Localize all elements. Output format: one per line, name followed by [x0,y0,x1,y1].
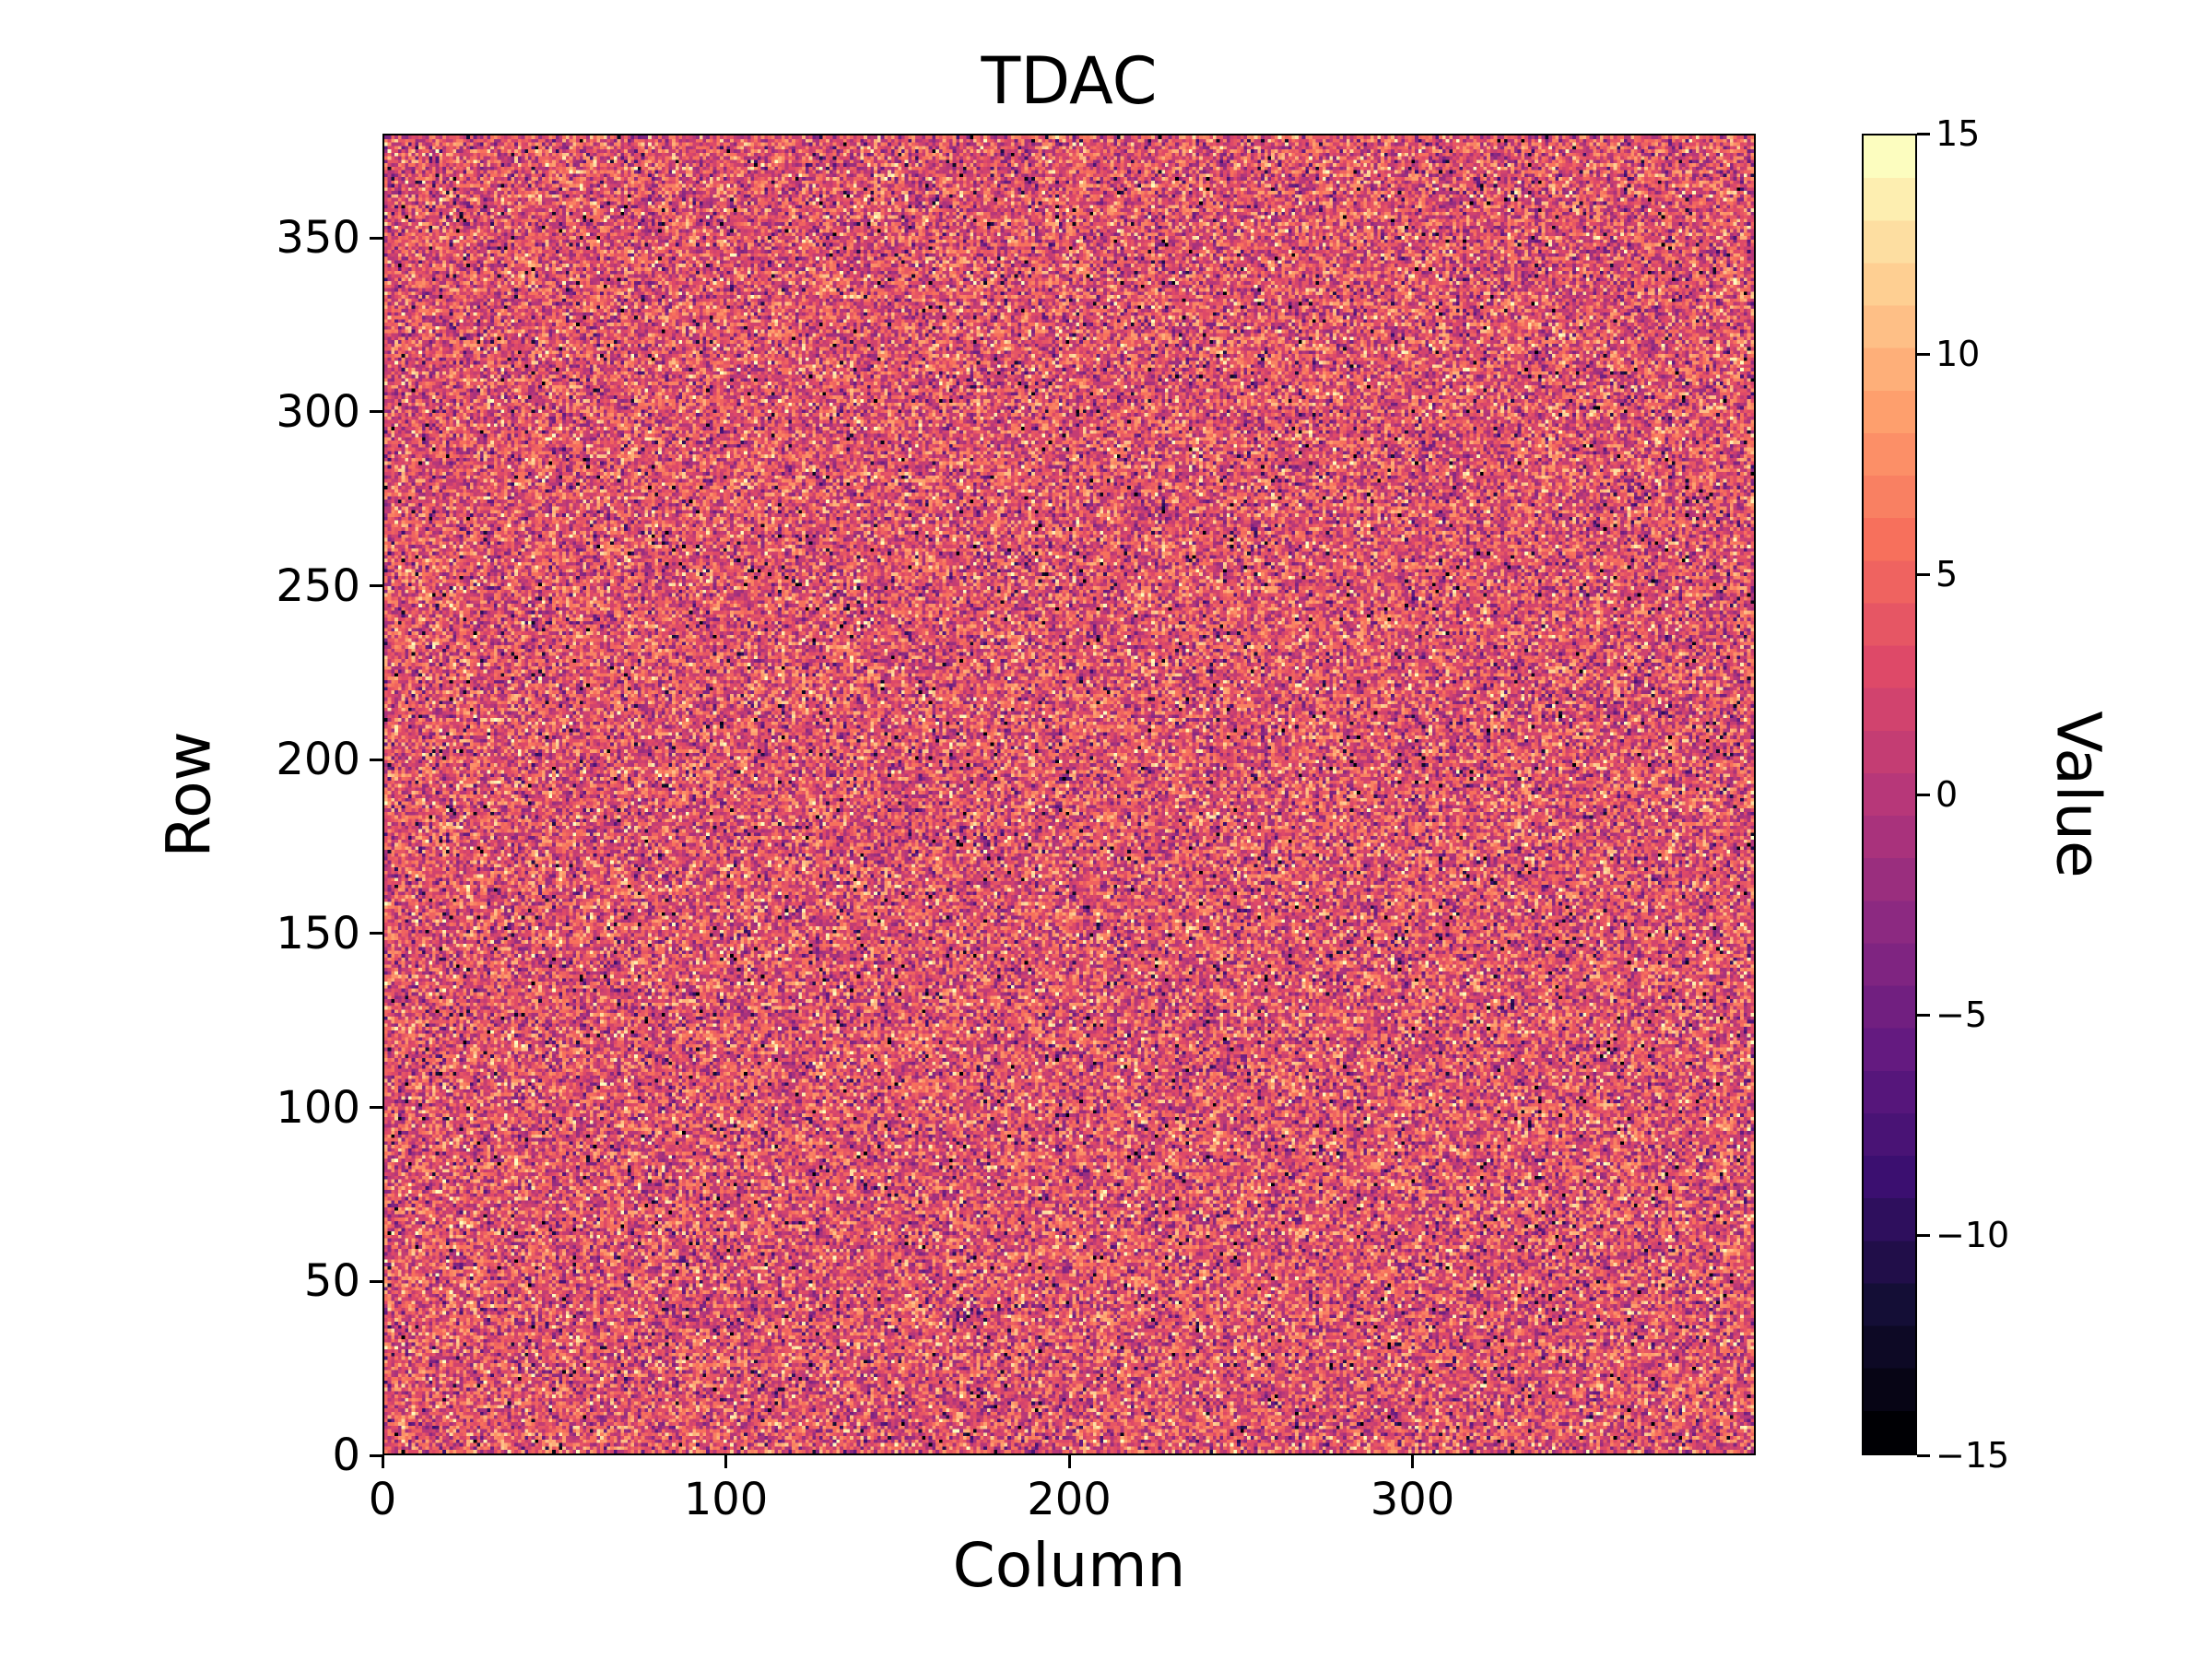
y-tick-label: 150 [276,907,360,959]
y-tick-label: 100 [276,1081,360,1134]
colorbar-tick-mark [1917,793,1930,796]
colorbar-tick-label: 0 [1936,774,1959,815]
colorbar-tick-label: 10 [1936,334,1981,374]
colorbar-tick-mark [1917,1453,1930,1457]
colorbar-tick-mark [1917,572,1930,576]
x-tick-label: 300 [1370,1474,1455,1525]
colorbar-tick-mark [1917,132,1930,135]
x-tick-label: 0 [368,1474,397,1525]
colorbar-tick-label: −5 [1936,994,1988,1035]
heatmap-plot [382,134,1756,1455]
colorbar-tick-mark [1917,1233,1930,1237]
colorbar [1862,134,1917,1455]
colorbar-tick-mark [1917,352,1930,356]
y-axis-label: Row [153,731,225,858]
x-axis-label: Column [952,1530,1186,1601]
x-tick-label: 200 [1027,1474,1112,1525]
x-tick-mark [381,1455,384,1468]
y-tick-mark [370,236,382,240]
colorbar-tick-label: −15 [1936,1435,2010,1476]
x-tick-mark [724,1455,727,1468]
x-tick-mark [1411,1455,1414,1468]
y-tick-mark [370,1279,382,1283]
colorbar-tick-label: −10 [1936,1215,2010,1255]
y-tick-mark [370,584,382,588]
x-tick-label: 100 [683,1474,769,1525]
colorbar-tick-label: 15 [1936,113,1981,154]
y-tick-label: 300 [276,385,360,438]
colorbar-canvas [1864,135,1915,1453]
x-tick-mark [1067,1455,1071,1468]
y-tick-label: 250 [276,559,360,612]
y-tick-mark [370,758,382,761]
y-tick-mark [370,1453,382,1457]
y-tick-label: 200 [276,734,360,786]
y-tick-mark [370,932,382,935]
colorbar-tick-label: 5 [1936,554,1959,594]
y-tick-label: 50 [303,1255,360,1308]
chart-title: TDAC [981,43,1158,119]
y-tick-label: 0 [332,1430,360,1481]
heatmap-canvas [384,135,1754,1453]
colorbar-tick-mark [1917,1013,1930,1017]
y-tick-mark [370,1106,382,1110]
y-tick-mark [370,410,382,414]
y-tick-label: 350 [276,212,360,265]
